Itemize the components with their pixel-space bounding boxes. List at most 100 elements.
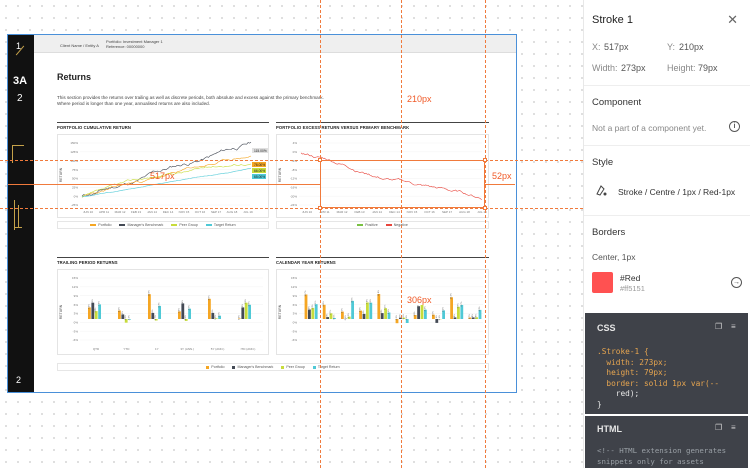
resize-handle[interactable] [483,206,487,210]
cumulative-lines [81,141,252,198]
x-tick-label: JAN 14 [372,210,382,214]
bar [128,319,131,320]
x-tick-label: 1Y [155,347,159,351]
bar [208,298,211,319]
excess-xticks: JUN 10 APR 11 MAR 12 FEB 13 JAN 14 DEC 14 NOV … [302,210,487,214]
bar-data-label: 7.8% [92,299,94,304]
y-tick-label: -3% [73,329,79,333]
copy-icon[interactable]: ❐ [715,322,723,331]
calendar-panel-title: CALENDAR YEAR RETURNS [276,260,336,265]
bar [178,311,181,319]
y-tick-label: 0% [293,320,298,324]
legend-item-benchmark: Manager's Benchmark [119,223,163,227]
design-canvas[interactable]: 1 3A 2 2 Client Name / Entity A Portfoli… [0,0,583,468]
bar-data-label: 4.5% [308,306,310,311]
y-tick-label: 25% [72,185,78,189]
bar [402,317,406,319]
style-heading: Style [592,157,614,168]
page-description: This section provides the returns over t… [57,95,324,106]
bar-data-label: 0.3% [238,315,240,320]
bar [181,303,185,319]
x-tick-label: OCT 16 [195,210,206,214]
bar [387,312,391,319]
bar-data-label: 5.5% [242,304,244,309]
y-tick-label: 0% [293,150,298,154]
bar [362,313,366,319]
trailing-ylabel: RETURN [59,304,63,319]
bar [369,302,373,319]
bar [442,310,445,319]
y-tick-label: -6% [73,338,79,342]
y-value: 210px [679,42,704,52]
bar [377,294,381,319]
bar [184,319,188,321]
layer-title: Stroke 1 [592,14,633,26]
resize-handle[interactable] [483,158,487,162]
resize-handle[interactable] [318,206,322,210]
bar [241,307,245,319]
bar-data-label: -1.9% [436,315,438,321]
bar-data-label: 4.4% [424,306,426,311]
bar-data-label: -0.9% [185,315,187,321]
close-icon[interactable]: ✕ [727,12,738,27]
x-tick-label: JUN 10 [302,210,312,214]
x-tick-label: JUL 19 [477,210,487,214]
bar-data-label: 0.8% [454,314,456,319]
y-tick-label: -8% [292,168,298,172]
x-tick-label: SEP 17 [442,210,452,214]
bar [148,294,151,319]
bar [118,310,121,319]
resize-handle[interactable] [318,158,322,162]
x-tick-label: OCT 16 [424,210,435,214]
bar [218,315,221,319]
color-swatch[interactable] [592,272,613,293]
portfolio-info: Portfolio: Investment Manager 1 Referenc… [106,39,163,49]
info-icon[interactable]: i [729,121,740,132]
bar [359,310,362,319]
bar-data-label: 5.3% [312,304,314,309]
settings-icon[interactable]: ≡ [731,423,736,432]
client-name: Client Name / Entity A [60,43,99,48]
measure-label-height: 52px [492,171,512,181]
legend-item-positive: Positive [357,223,378,227]
x-tick-label: MAR 12 [337,210,348,214]
portfolio-line [81,155,252,198]
bar [238,318,241,319]
bar-data-label: 0.8% [472,314,474,319]
end-label-target: 65.00% [254,175,265,179]
calendar-chart-box: RETURN 15% 12% 9% 6% 3% 0% -3% -6% 11.7% 4.5% 5.3… [276,269,489,355]
left-bar-decoration [12,145,13,163]
bar-data-label: 3.8% [95,308,97,313]
selected-stroke-box[interactable] [320,160,485,208]
bar-data-label: 11.8% [148,290,150,296]
bar-data-label: 7.9% [366,299,368,304]
panel-rule [57,257,269,258]
y-tick-label: 3% [74,312,79,316]
copy-icon[interactable]: ❐ [715,423,723,432]
bar [417,306,420,319]
borders-heading: Borders [592,227,626,238]
cumulative-end-labels: 115.00% 76.00% 66.00% 65.00% [252,148,268,179]
x-tick-label: DEC 14 [389,210,400,214]
end-label-bg [252,162,266,167]
guide-line-left [320,0,321,468]
bar-data-label: 1.9% [414,311,416,316]
cumulative-legend: Portfolio Manager's Benchmark Peer Group… [57,221,269,229]
excess-line [300,152,482,201]
end-label-benchmark: 76.00% [254,163,265,167]
left-bar-decoration [14,227,22,228]
artboard-frame[interactable]: 1 3A 2 2 Client Name / Entity A Portfoli… [8,35,516,392]
go-to-color-icon[interactable]: → [731,277,742,288]
bar-data-label: 0.5% [333,314,335,319]
document-header: Client Name / Entity A Portfolio: Invest… [34,35,516,53]
legend-item-negative: Negative [385,223,408,227]
section-divider [584,215,750,216]
end-label-bg [252,174,266,179]
y-tick-label: -6% [292,338,298,342]
page-title: Returns [57,72,92,82]
guide-line-bottom [0,208,583,209]
bar [478,309,482,319]
measure-line-right [485,184,515,185]
settings-icon[interactable]: ≡ [731,322,736,331]
bar [311,307,315,319]
